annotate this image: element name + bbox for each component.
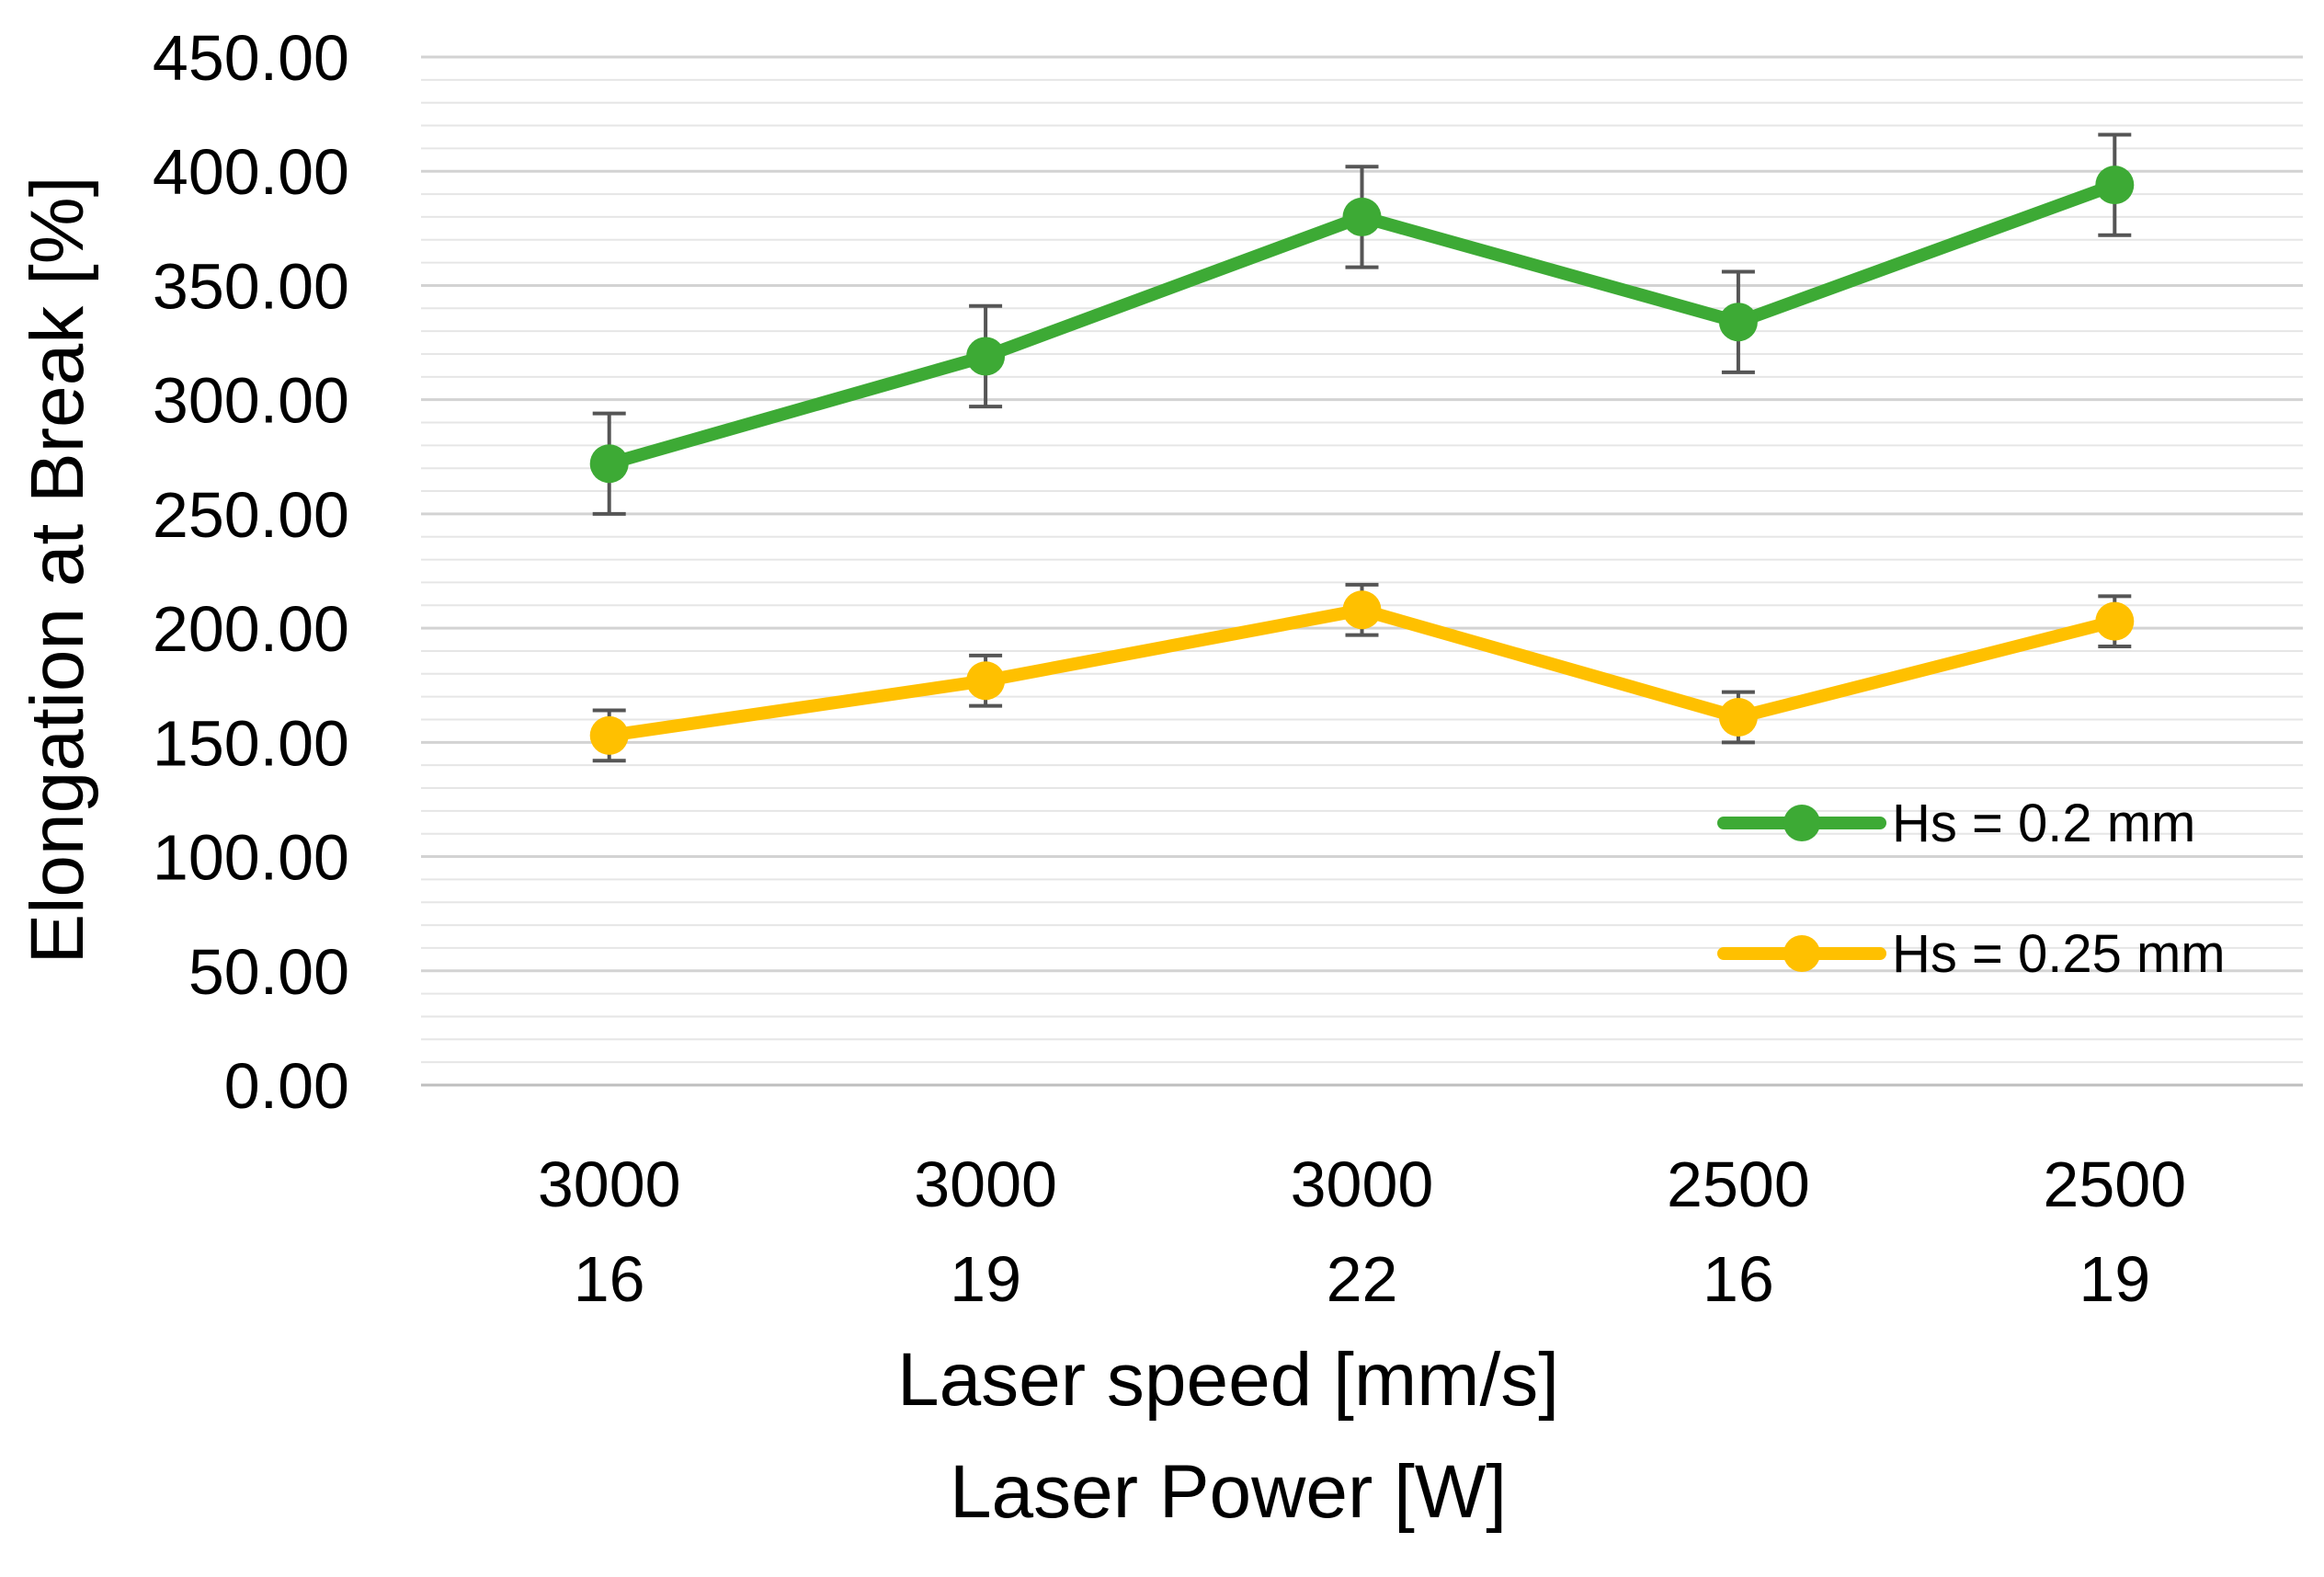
data-point bbox=[966, 337, 1006, 376]
gridlines bbox=[421, 55, 2303, 1087]
x-tick-label-power: 16 bbox=[1703, 1243, 1774, 1315]
legend-entry-hs-0-25: Hs = 0.25 mm bbox=[1717, 924, 2226, 984]
data-point bbox=[1342, 590, 1382, 630]
data-point bbox=[1718, 698, 1758, 737]
y-tick-label: 400.00 bbox=[153, 136, 349, 208]
data-point bbox=[966, 661, 1006, 701]
y-tick-label: 150.00 bbox=[153, 707, 349, 779]
y-tick-label: 300.00 bbox=[153, 365, 349, 437]
data-point bbox=[589, 444, 629, 484]
legend-marker-hs-0-25 bbox=[1783, 935, 1820, 972]
x-tick-label-power: 16 bbox=[574, 1243, 645, 1315]
x-tick-label-power: 22 bbox=[1327, 1243, 1398, 1315]
legend-label-hs-0-25: Hs = 0.25 mm bbox=[1892, 924, 2226, 984]
x-tick-label-speed: 2500 bbox=[2043, 1148, 2186, 1220]
x-tick-label-speed: 3000 bbox=[538, 1148, 681, 1220]
y-axis-tick-labels: 0.00 50.00 100.00 150.00 200.00 250.00 300.00 3… bbox=[153, 22, 349, 1122]
x-tick-label-speed: 3000 bbox=[1291, 1148, 1434, 1220]
y-axis-title: Elongation at Break [%] bbox=[16, 177, 99, 965]
data-point bbox=[2095, 601, 2135, 641]
data-series bbox=[589, 132, 2135, 763]
y-tick-label: 0.00 bbox=[224, 1050, 349, 1122]
legend-label-hs-0-2: Hs = 0.2 mm bbox=[1892, 794, 2195, 853]
x-axis-title-line-2: Laser Power [W] bbox=[950, 1450, 1507, 1534]
x-tick-label-speed: 2500 bbox=[1667, 1148, 1810, 1220]
x-axis-title-line-1: Laser speed [mm/s] bbox=[897, 1338, 1559, 1422]
x-tick-label-power: 19 bbox=[2079, 1243, 2150, 1315]
y-tick-label: 50.00 bbox=[188, 936, 349, 1008]
x-tick-label-power: 19 bbox=[950, 1243, 1021, 1315]
data-point bbox=[2095, 166, 2135, 205]
legend-marker-hs-0-2 bbox=[1783, 805, 1820, 841]
legend: Hs = 0.2 mm Hs = 0.25 mm bbox=[1717, 794, 2226, 984]
data-point bbox=[589, 715, 629, 755]
y-tick-label: 450.00 bbox=[153, 22, 349, 94]
y-tick-label: 350.00 bbox=[153, 250, 349, 322]
legend-entry-hs-0-2: Hs = 0.2 mm bbox=[1717, 794, 2195, 853]
y-tick-label: 200.00 bbox=[153, 593, 349, 665]
y-tick-label: 100.00 bbox=[153, 822, 349, 894]
x-axis-tick-labels: 3000 16 3000 19 3000 22 2500 16 2500 19 bbox=[538, 1148, 2186, 1315]
series-hs-0-25 bbox=[589, 582, 2135, 763]
data-point bbox=[1718, 303, 1758, 342]
y-tick-label: 250.00 bbox=[153, 479, 349, 551]
x-tick-label-speed: 3000 bbox=[914, 1148, 1057, 1220]
data-point bbox=[1342, 197, 1382, 236]
series-hs-0-2 bbox=[589, 132, 2135, 516]
